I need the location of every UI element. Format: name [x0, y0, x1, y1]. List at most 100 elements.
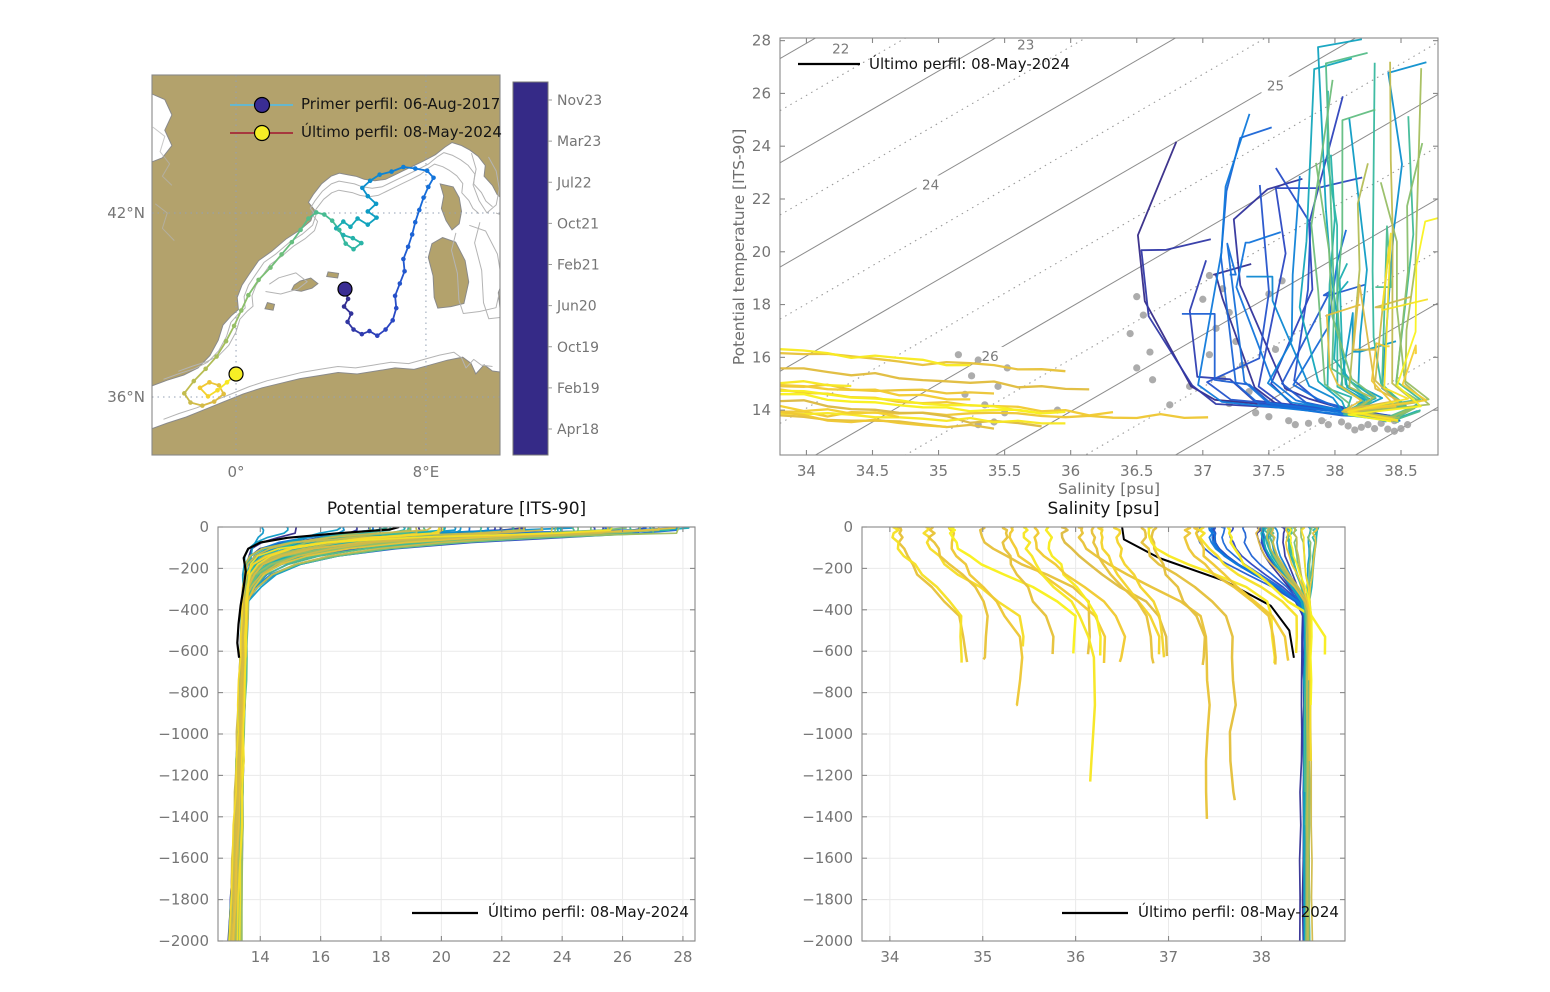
- sigma-contour: [780, 38, 1357, 372]
- svg-text:38: 38: [1325, 462, 1344, 480]
- theta-axes: [218, 526, 695, 942]
- svg-text:36°N: 36°N: [107, 388, 145, 406]
- svg-text:28: 28: [673, 948, 692, 966]
- svg-text:−200: −200: [812, 559, 853, 577]
- sea-atlantic: [152, 93, 173, 163]
- svg-text:16: 16: [752, 348, 771, 366]
- svg-text:−1600: −1600: [158, 849, 209, 867]
- svg-text:28: 28: [752, 32, 771, 50]
- svg-text:22: 22: [752, 190, 771, 208]
- land-contour: [154, 203, 175, 241]
- svg-text:−1800: −1800: [158, 891, 209, 909]
- svg-text:−400: −400: [168, 601, 209, 619]
- bathymetry-contour: [178, 163, 480, 372]
- colorbar-tick-label: Oct21: [557, 216, 599, 232]
- svg-text:−800: −800: [812, 684, 853, 702]
- map-frame: 0° 8°E 42°N 36°N: [107, 74, 501, 481]
- svg-text:−800: −800: [168, 684, 209, 702]
- svg-text:24: 24: [752, 137, 771, 155]
- svg-text:0: 0: [199, 518, 209, 536]
- sigma-contour-label: 24: [922, 177, 939, 193]
- sigma-contour-label: 23: [1017, 38, 1034, 54]
- svg-text:−1400: −1400: [158, 808, 209, 826]
- colorbar: Nov23 Mar23 Jul22 Oct21 Feb21 Jun20 Oct19 Feb19…: [512, 81, 602, 456]
- bathymetry-contour: [451, 224, 500, 314]
- svg-text:35.5: 35.5: [988, 462, 1021, 480]
- svg-text:36.5: 36.5: [1120, 462, 1153, 480]
- svg-text:35: 35: [929, 462, 948, 480]
- ts-panel: 22 23 24 25 26: [780, 38, 1438, 455]
- svg-text:36: 36: [1066, 948, 1085, 966]
- sigma-contour: [1084, 250, 1438, 455]
- svg-text:37: 37: [1159, 948, 1178, 966]
- sigma-contour: [994, 198, 1438, 455]
- sigma-contour: [780, 38, 907, 112]
- svg-text:−600: −600: [812, 642, 853, 660]
- sal-frame: 34 35 36 37 38 0 −200 −400 −600 −800 −1000 −1200 −14…: [802, 518, 1346, 966]
- svg-text:26: 26: [613, 948, 632, 966]
- land-mallorca: [291, 277, 319, 292]
- colorbar-tick-label: Mar23: [557, 134, 601, 150]
- svg-text:−1000: −1000: [158, 725, 209, 743]
- sigma-contour-label: 25: [1267, 79, 1284, 95]
- svg-text:35: 35: [973, 948, 992, 966]
- sigma-contour-label: 22: [832, 42, 849, 58]
- colorbar-tick-label: Oct19: [557, 340, 599, 356]
- svg-text:20: 20: [752, 243, 771, 261]
- svg-text:34: 34: [797, 462, 816, 480]
- svg-text:−1600: −1600: [802, 849, 853, 867]
- map-panel: [152, 75, 500, 455]
- svg-text:−1200: −1200: [802, 766, 853, 784]
- float-trajectory: [181, 164, 436, 408]
- land-ibiza: [264, 302, 276, 311]
- svg-text:22: 22: [492, 948, 511, 966]
- svg-text:14: 14: [752, 401, 771, 419]
- bathymetry-contour: [163, 152, 493, 380]
- ts-frame: 34 34.5 35 35.5 36 36.5 37 37.5 38 38.5 14 16 18 20 22…: [752, 32, 1439, 480]
- svg-text:−2000: −2000: [802, 932, 853, 950]
- svg-text:24: 24: [553, 948, 572, 966]
- svg-text:−1000: −1000: [802, 725, 853, 743]
- sigma-contour-label: 26: [981, 349, 998, 365]
- svg-text:−1400: −1400: [802, 808, 853, 826]
- svg-text:18: 18: [752, 296, 771, 314]
- primer-marker-icon: [253, 96, 271, 114]
- svg-text:8°E: 8°E: [413, 463, 440, 481]
- bathymetry-contour: [471, 152, 500, 214]
- svg-text:34: 34: [880, 948, 899, 966]
- bathymetry-contour: [265, 272, 308, 295]
- svg-text:36: 36: [1061, 462, 1080, 480]
- sigma-contour: [780, 38, 997, 164]
- theta-last-profile: [236, 527, 400, 658]
- land-europe: [152, 75, 500, 387]
- svg-text:26: 26: [752, 84, 771, 102]
- svg-text:16: 16: [311, 948, 330, 966]
- theta-frame: 14 16 18 20 22 24 26 28 0 −200 −400 −600 −800 −1000 −1…: [158, 518, 696, 966]
- bathymetry-contour: [474, 212, 500, 320]
- svg-text:38.5: 38.5: [1384, 462, 1417, 480]
- bathymetry-contour: [163, 351, 493, 420]
- sigma-contour: [780, 38, 1177, 268]
- theta-profiles: [227, 527, 690, 941]
- last-profile-marker: [228, 366, 244, 382]
- svg-text:0°: 0°: [228, 463, 245, 481]
- colorbar-tick-label: Jul22: [556, 175, 592, 191]
- sigma-contour: [780, 38, 1267, 320]
- first-profile-marker: [337, 281, 353, 297]
- sal-profiles: [891, 527, 1327, 941]
- sigma-contour: [780, 38, 817, 60]
- colorbar-tick-label: Jun20: [556, 299, 597, 315]
- svg-text:38: 38: [1252, 948, 1271, 966]
- ts-profiles: [1137, 38, 1438, 423]
- svg-text:42°N: 42°N: [107, 204, 145, 222]
- svg-text:−2000: −2000: [158, 932, 209, 950]
- land-corsica: [439, 183, 463, 231]
- colorbar-tick-label: Nov23: [557, 93, 602, 109]
- colorbar-tick-label: Feb21: [557, 258, 600, 274]
- svg-text:−600: −600: [168, 642, 209, 660]
- land-contour: [152, 126, 173, 186]
- sigma-contour: [780, 38, 1087, 216]
- svg-text:−1800: −1800: [802, 891, 853, 909]
